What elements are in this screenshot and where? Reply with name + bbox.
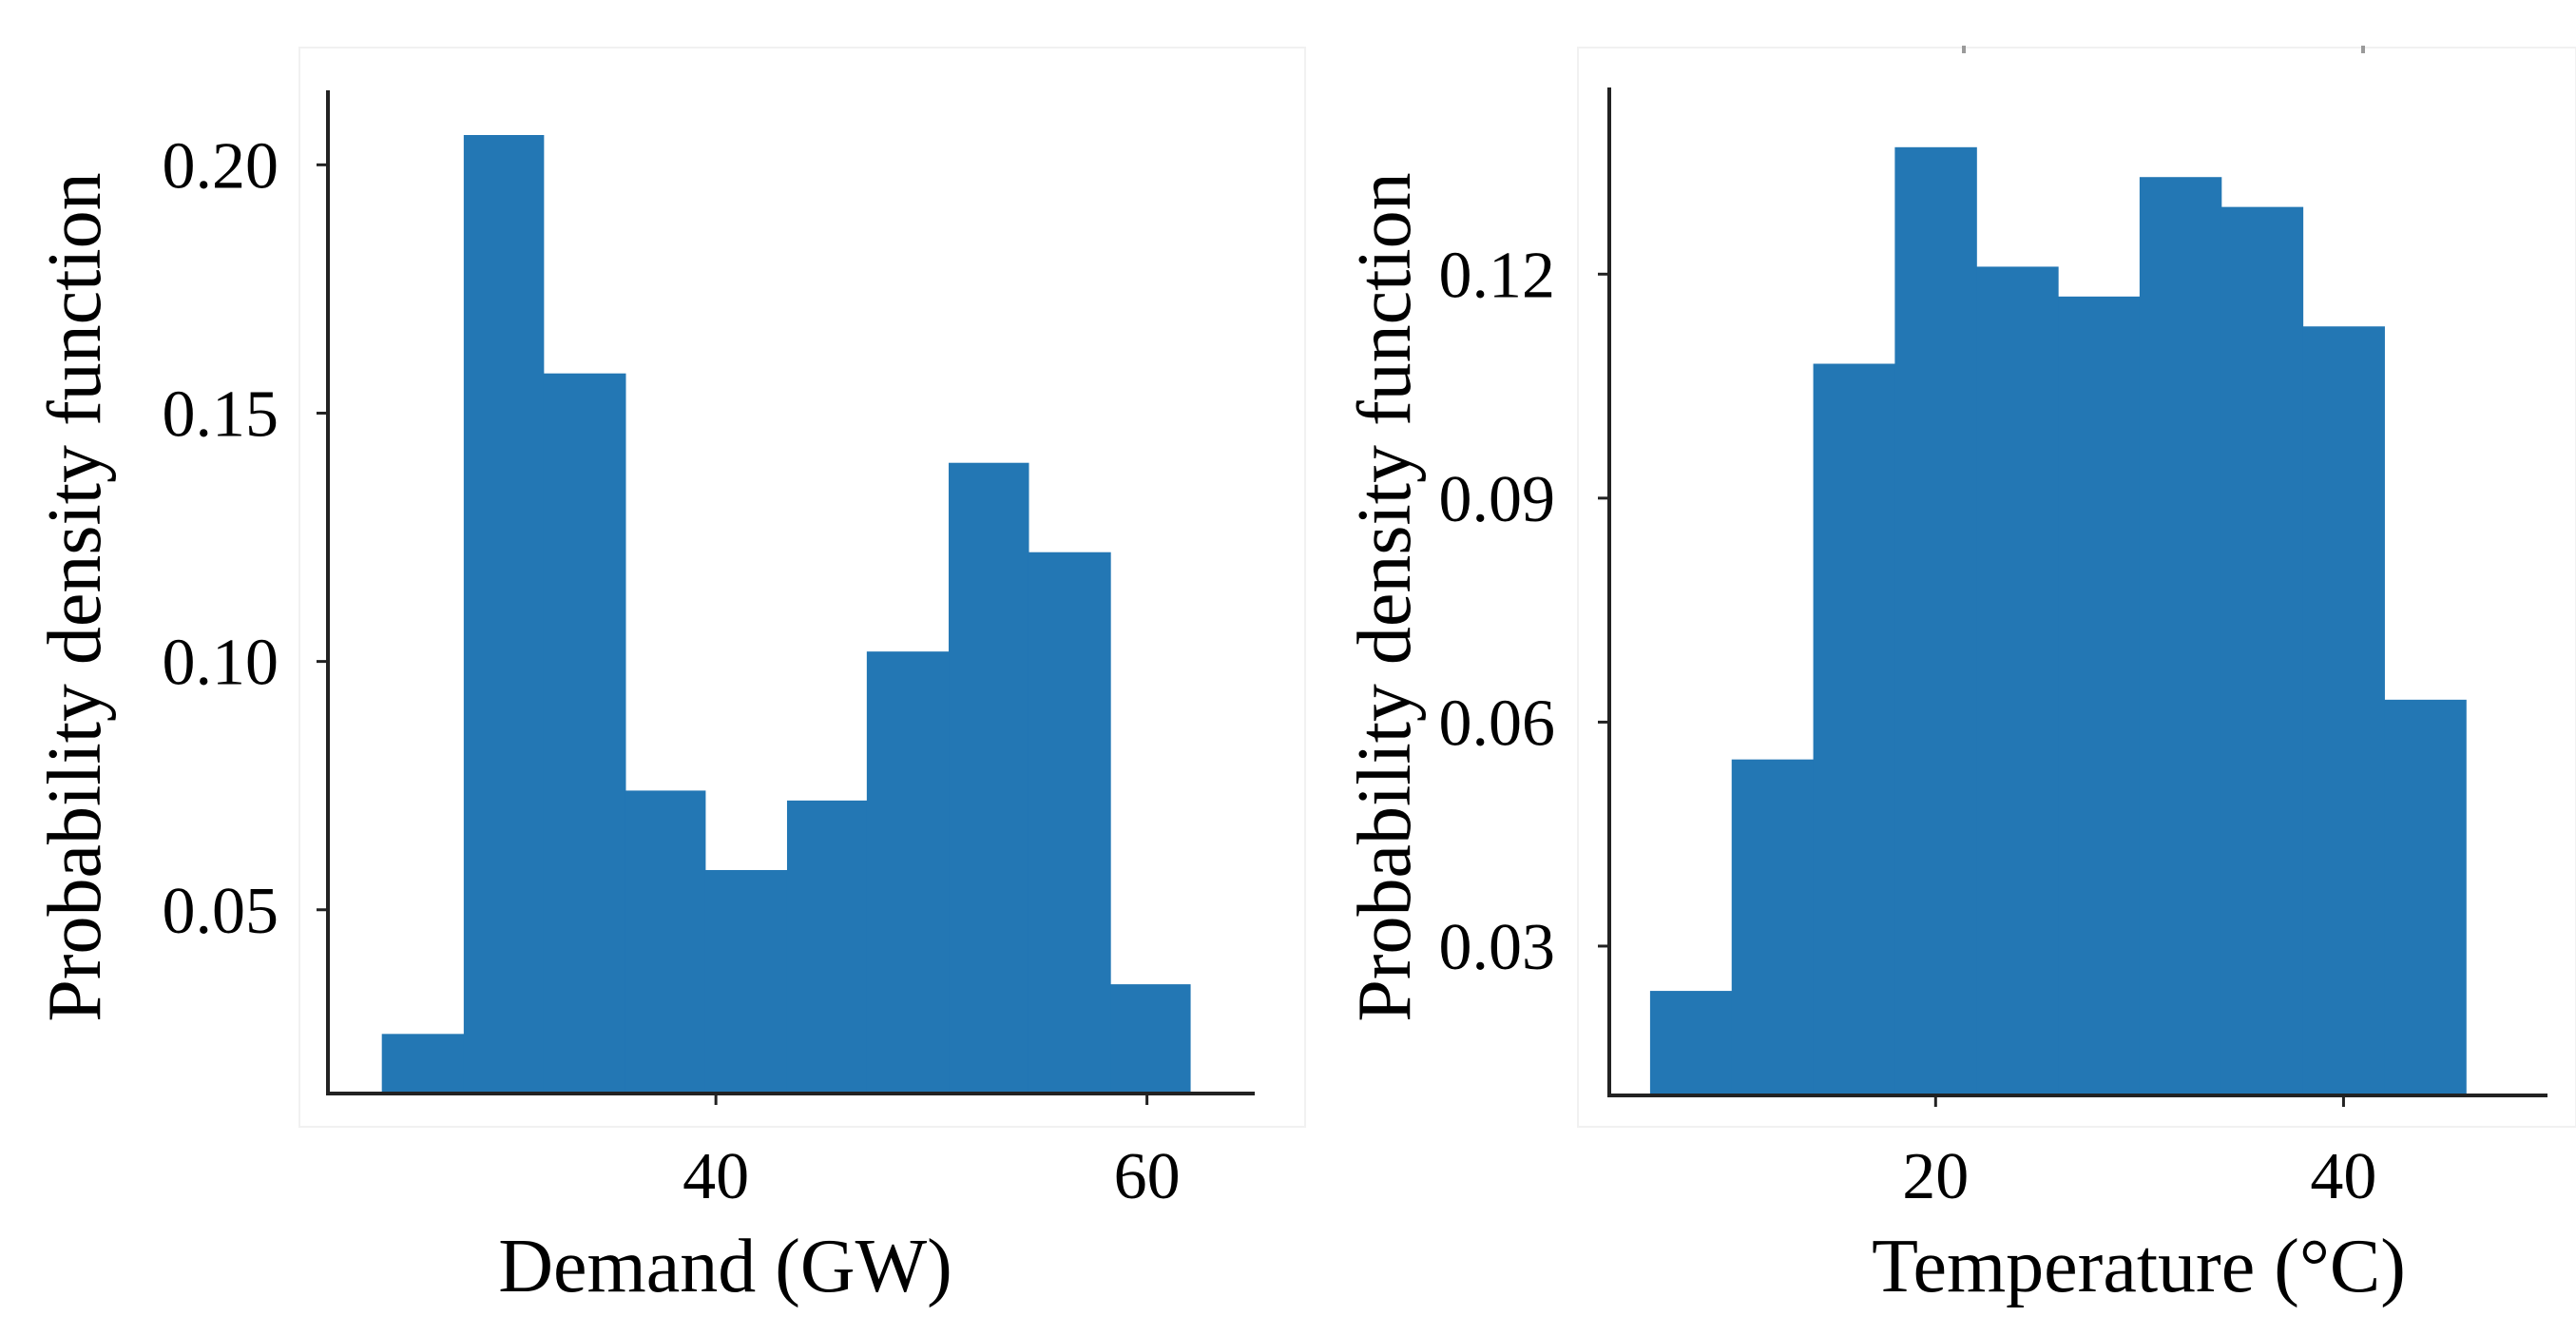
demand-y-axis-label: Probability density function [33,172,117,1021]
temperature-axes [1607,87,2547,1097]
demand-y-tick-label-4: 0.20 [163,129,279,203]
demand-y-tick-label-3: 0.15 [163,378,279,451]
demand-bar-8 [949,462,1029,1094]
temperature-x-axis-label: Temperature (°C) [1872,1225,2406,1308]
demand-y-tick-label-1: 0.05 [163,875,279,948]
demand-bar-7 [866,651,950,1094]
temperature-bar-8 [2220,206,2304,1095]
demand-bar-3 [543,373,626,1094]
demand-y-tick-label-2: 0.10 [163,627,279,700]
temperature-bar-2 [1731,759,1815,1095]
demand-x-tick-label-1: 40 [682,1140,749,1213]
temperature-x-tick-label-1: 20 [1902,1140,1969,1213]
temperature-x-tick-label-2: 40 [2310,1140,2376,1213]
temperature-y-tick-label-4: 0.12 [1439,239,1556,312]
demand-bar-9 [1028,552,1111,1094]
temperature-y-ticks: 0.03 0.06 0.09 0.12 [1439,239,1609,984]
demand-histogram: 0.05 0.10 0.15 0.20 40 60 Demand (GW) Probab… [33,47,1306,1308]
demand-bar-2 [463,135,545,1094]
demand-x-ticks: 40 60 [682,1094,1181,1213]
demand-bar-6 [786,800,868,1094]
temperature-bar-1 [1649,991,1733,1095]
temperature-y-tick-label-3: 0.09 [1439,463,1556,536]
demand-axes [326,90,1255,1095]
temperature-bar-10 [2384,699,2467,1095]
temperature-x-ticks: 20 40 [1902,1095,2376,1213]
temperature-histogram: 0.030.060.090.12 20 40 Temperature (°C) P… [1343,46,2576,1308]
temperature-y-axis-label: Probability density function [1343,172,1427,1021]
temperature-bar-6 [2058,296,2141,1096]
temperature-y-tick-label-1: 0.03 [1439,911,1556,984]
temperature-bar-3 [1813,363,1895,1095]
temperature-bar-4 [1894,146,1977,1095]
temperature-bars [1649,146,2467,1096]
temperature-y-tick-label-2: 0.06 [1439,687,1556,760]
temperature-bar-5 [1976,266,2059,1095]
demand-x-tick-label-2: 60 [1114,1140,1181,1213]
demand-bar-5 [704,869,788,1094]
demand-bar-10 [1110,984,1191,1094]
demand-bar-1 [381,1034,465,1094]
demand-x-axis-label: Demand (GW) [498,1225,952,1308]
temperature-bar-9 [2302,326,2385,1095]
demand-y-ticks: 0.05 0.10 0.15 0.20 [163,129,328,948]
demand-bar-4 [625,790,706,1094]
demand-bars [381,135,1191,1094]
temperature-bar-7 [2139,177,2222,1096]
